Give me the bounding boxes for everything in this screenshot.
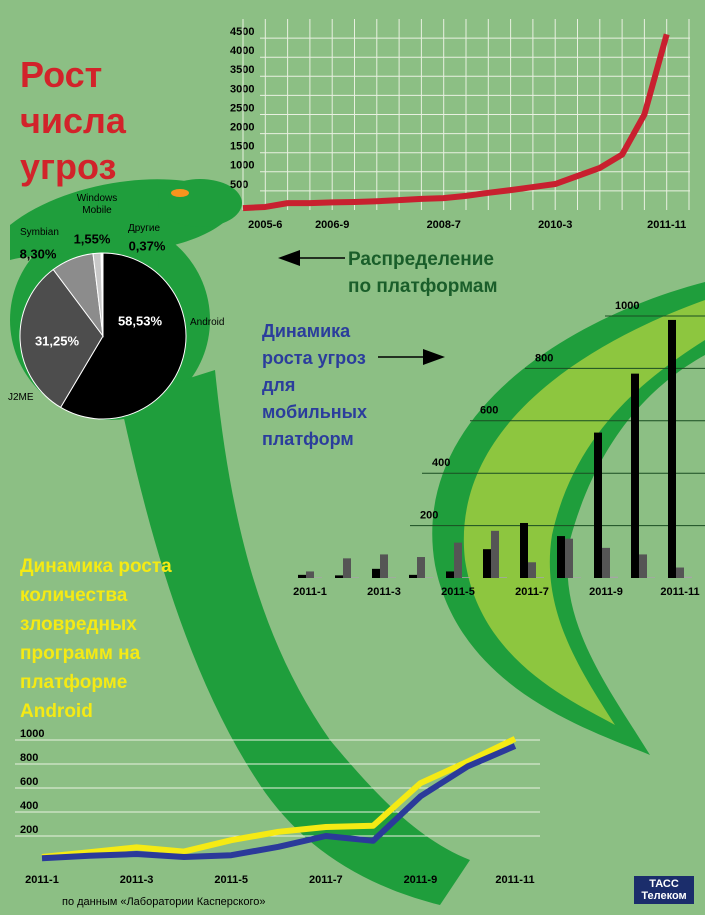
- bar: [631, 373, 639, 578]
- bar: [573, 577, 581, 578]
- bar: [306, 571, 314, 578]
- x-tick-label: 2005-6: [248, 219, 282, 231]
- y-tick-label: 1000: [20, 728, 44, 740]
- y-tick-label: 1500: [230, 141, 254, 153]
- bar: [520, 522, 528, 578]
- pie-value-label: 1,55%: [74, 231, 111, 246]
- bar: [639, 554, 647, 578]
- bar: [409, 574, 417, 578]
- y-tick-label: 1000: [230, 160, 254, 172]
- y-tick-label: 800: [20, 752, 38, 764]
- x-tick-label: 2011-3: [120, 874, 154, 886]
- bar-title: Динамика роста угроз для мобильных платф…: [262, 321, 368, 449]
- x-tick-label: 2010-3: [538, 219, 572, 231]
- logo-box: [634, 876, 694, 904]
- pie-slice: [19, 268, 104, 409]
- bar: [557, 536, 565, 578]
- y-tick-label: 400: [20, 800, 38, 812]
- line-series: [41, 743, 517, 862]
- x-tick-label: 2011-11: [660, 586, 699, 598]
- x-tick-label: 2011-3: [367, 586, 401, 598]
- bar: [565, 538, 573, 578]
- y-tick-label: 800: [535, 352, 553, 364]
- bar: [536, 577, 544, 578]
- x-tick-label: 2011-11: [495, 874, 534, 886]
- y-tick-label: 1000: [615, 300, 639, 312]
- x-tick-label: 2011-11: [647, 219, 686, 231]
- snake-eye: [171, 189, 189, 197]
- bar: [351, 577, 359, 578]
- x-tick-label: 2006-9: [315, 219, 349, 231]
- bar: [647, 577, 655, 578]
- x-tick-label: 2011-9: [589, 586, 623, 598]
- bar: [388, 577, 396, 578]
- y-tick-label: 400: [432, 457, 450, 469]
- bar: [594, 432, 602, 578]
- pie-label: J2ME: [8, 392, 34, 403]
- y-tick-label: 600: [20, 776, 38, 788]
- pie-slice: [59, 252, 187, 420]
- tail-inner: [463, 300, 705, 725]
- bar: [372, 568, 380, 578]
- bar: [417, 557, 425, 578]
- bar: [380, 554, 388, 578]
- pie-value-label: 8,30%: [20, 246, 57, 261]
- pie-value-label: 0,37%: [129, 238, 166, 253]
- pie-value-label: 31,25%: [35, 333, 80, 348]
- logo: ТАСС Телеком: [641, 878, 687, 902]
- y-tick-label: 500: [230, 179, 248, 191]
- bar: [602, 547, 610, 578]
- bar: [335, 575, 343, 578]
- bar: [462, 577, 470, 578]
- x-tick-label: 2011-5: [214, 874, 248, 886]
- y-tick-label: 2000: [230, 122, 254, 134]
- y-tick-label: 4500: [230, 26, 254, 38]
- snake-body: [120, 370, 470, 905]
- x-tick-label: 2011-1: [293, 586, 327, 598]
- bar: [314, 577, 322, 578]
- bar: [425, 577, 433, 578]
- pie-label: Другие: [128, 223, 161, 234]
- pie-value-label: 58,53%: [118, 313, 163, 328]
- pie-label: Windows Mobile: [76, 193, 118, 216]
- bar: [668, 319, 676, 578]
- bar: [298, 574, 306, 578]
- pie-slice: [100, 252, 104, 337]
- bar: [454, 542, 462, 578]
- bar: [499, 577, 507, 578]
- title: Рост числа угроз: [20, 54, 126, 187]
- line-series: [242, 33, 670, 212]
- pie-label: Android: [190, 317, 225, 328]
- bar: [491, 530, 499, 578]
- bar: [684, 576, 692, 578]
- arrow-head: [423, 349, 445, 365]
- bar: [446, 571, 454, 578]
- y-tick-label: 200: [20, 824, 38, 836]
- bar: [676, 567, 684, 578]
- bar: [610, 576, 618, 578]
- x-tick-label: 2011-5: [441, 586, 475, 598]
- y-tick-label: 3000: [230, 83, 254, 95]
- x-tick-label: 2011-7: [515, 586, 549, 598]
- arrow-head: [278, 250, 300, 266]
- bar: [483, 549, 491, 578]
- y-tick-label: 600: [480, 405, 498, 417]
- pie-title: Распределение по платформам: [348, 249, 498, 297]
- x-tick-label: 2011-1: [25, 874, 59, 886]
- bar: [528, 562, 536, 578]
- source: по данным «Лаборатории Касперского»: [62, 896, 266, 908]
- x-tick-label: 2008-7: [427, 219, 461, 231]
- y-tick-label: 200: [420, 510, 438, 522]
- y-tick-label: 2500: [230, 102, 254, 114]
- y-tick-label: 4000: [230, 45, 254, 57]
- line-series: [41, 736, 517, 860]
- y-tick-label: 3500: [230, 64, 254, 76]
- bar: [343, 558, 351, 578]
- pie-label: Symbian: [20, 227, 59, 238]
- android-title: Динамика роста количества зловредных про…: [20, 556, 172, 722]
- x-tick-label: 2011-7: [309, 874, 343, 886]
- x-tick-label: 2011-9: [404, 874, 438, 886]
